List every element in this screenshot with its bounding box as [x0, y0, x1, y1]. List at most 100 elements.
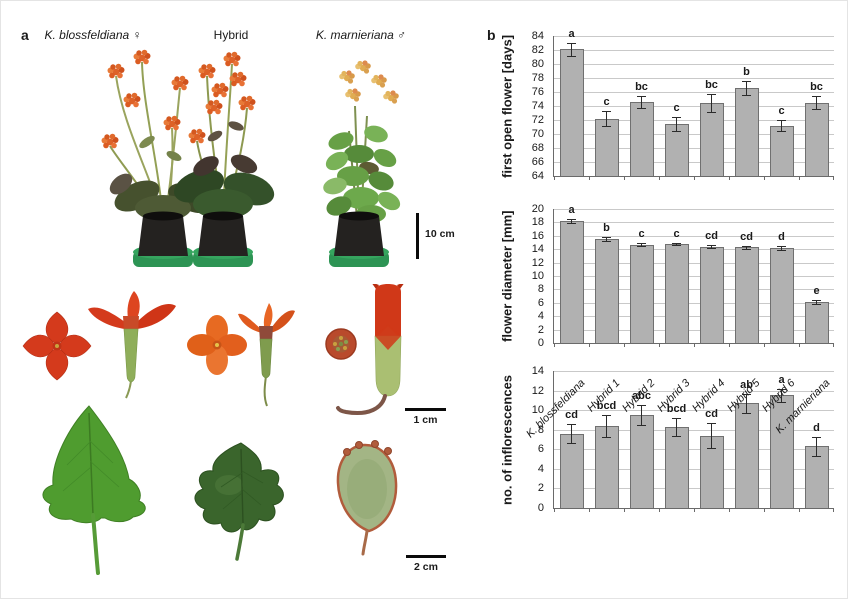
error-bar [641, 243, 642, 246]
x-axis-tick [694, 343, 695, 347]
bar-hybrid-6 [769, 125, 794, 176]
bar-hybrid-2 [629, 244, 654, 343]
bar-hybrid-3 [664, 426, 689, 508]
scale-bar-2cm-label: 2 cm [414, 561, 438, 573]
y-tick-label: 14 [531, 365, 544, 377]
error-bar-cap [707, 94, 716, 96]
error-bar-cap [707, 112, 716, 114]
error-bar-cap [742, 413, 751, 415]
y-tick-label: 68 [531, 142, 544, 154]
x-axis-tick [729, 508, 730, 512]
significance-letter: bcd [666, 402, 687, 415]
gridline [554, 78, 834, 79]
x-axis-tick [729, 176, 730, 180]
photo-flower-k-marnieriana [336, 284, 404, 415]
x-axis-tick [764, 343, 765, 347]
bar-hybrid-6 [769, 395, 794, 508]
error-bar [781, 388, 782, 403]
y-axis-ticks: 64 66 68 70 72 74 76 78 80 82 84 [519, 30, 549, 182]
photo-leaf-k-blossfeldiana [42, 405, 146, 575]
error-bar-cap [602, 110, 611, 112]
error-bar-cap [567, 219, 576, 221]
scale-bar-2cm [406, 555, 446, 558]
error-bar [606, 110, 607, 127]
error-bar [676, 242, 677, 246]
significance-letter: c [638, 228, 645, 241]
y-tick-label: 16 [531, 229, 544, 242]
error-bar-cap [567, 43, 576, 44]
plot-area-flower-diameter: a b c c cd cd d e [553, 204, 834, 347]
x-axis-category-labels: K. blossfeldiana Hybrid 1 Hybrid 2 Hybrid 3… [524, 371, 833, 461]
error-bar-cap [812, 108, 821, 110]
y-tick-label: 8 [537, 283, 544, 296]
x-axis-tick [554, 508, 555, 512]
error-bar-cap [672, 245, 681, 247]
error-bar-cap [637, 243, 646, 245]
gridline [554, 36, 834, 37]
column-label-k-marnieriana: K. marnieriana ♂ [315, 28, 407, 42]
error-bar-cap [602, 240, 611, 242]
photo-flower-face-hybrid [187, 315, 247, 375]
error-bar [606, 237, 607, 241]
error-bar-cap [777, 388, 786, 390]
error-bar [676, 417, 677, 436]
gridline [554, 371, 834, 372]
significance-letter: b [603, 222, 610, 235]
error-bar [641, 95, 642, 109]
error-bar-cap [707, 248, 716, 250]
bar-hybrid-4 [699, 246, 724, 343]
error-bar [746, 80, 747, 95]
x-axis-tick [624, 176, 625, 180]
gridline [554, 209, 834, 210]
error-bar-cap [602, 415, 611, 417]
error-bar [816, 436, 817, 457]
gridline [554, 50, 834, 51]
error-bar [746, 393, 747, 414]
photo-row-leaves [42, 405, 398, 575]
error-bar [571, 43, 572, 56]
error-bar-cap [742, 245, 751, 247]
plot-area-no-of-inflorescences: cd bcd abc bcd cd ab a d [553, 371, 834, 512]
significance-letter: bcd [596, 400, 617, 413]
scale-bar-10cm-label: 10 cm [425, 228, 455, 240]
error-bar-cap [812, 300, 821, 302]
y-tick-label: 4 [537, 462, 544, 475]
photo-leaf-hybrid [194, 442, 284, 561]
bar-hybrid-5 [734, 247, 759, 343]
error-bar [711, 422, 712, 449]
significance-letter: bc [635, 80, 648, 93]
error-bar-cap [637, 108, 646, 110]
bar-hybrid-6 [769, 247, 794, 343]
bar-hybrid-3 [664, 124, 689, 176]
significance-letter: c [603, 95, 610, 108]
x-axis-tick [659, 508, 660, 512]
gridline [554, 390, 834, 392]
significance-letter: a [778, 373, 785, 386]
scale-bar-1cm [405, 408, 446, 411]
x-axis-tick [799, 508, 800, 512]
x-axis-tick [833, 508, 834, 512]
error-bar-cap [742, 80, 751, 82]
gridline [554, 262, 834, 264]
x-axis-tick [624, 508, 625, 512]
x-axis-tick [694, 508, 695, 512]
y-tick-label: 2 [537, 323, 544, 336]
error-bar-cap [707, 422, 716, 424]
error-bar [676, 117, 677, 132]
scale-bar-1cm-label: 1 cm [413, 414, 438, 426]
bar-hybrid-2 [629, 101, 654, 176]
y-tick-label: 82 [531, 44, 544, 56]
significance-letter: cd [705, 407, 718, 420]
gridline [554, 429, 834, 431]
x-axis-tick [589, 343, 590, 347]
gridline [554, 64, 834, 65]
error-bar [641, 405, 642, 425]
bar-k-marnieriana [804, 302, 829, 343]
plot-area-first-open-flower: a c bc c bc b c bc [553, 28, 834, 180]
photo-leaf-k-marnieriana [336, 440, 398, 556]
y-tick-label: 80 [531, 58, 544, 70]
error-bar [746, 245, 747, 249]
significance-letter: cd [565, 408, 578, 421]
x-axis-tick [659, 176, 660, 180]
photo-row-whole-plants [101, 49, 401, 267]
